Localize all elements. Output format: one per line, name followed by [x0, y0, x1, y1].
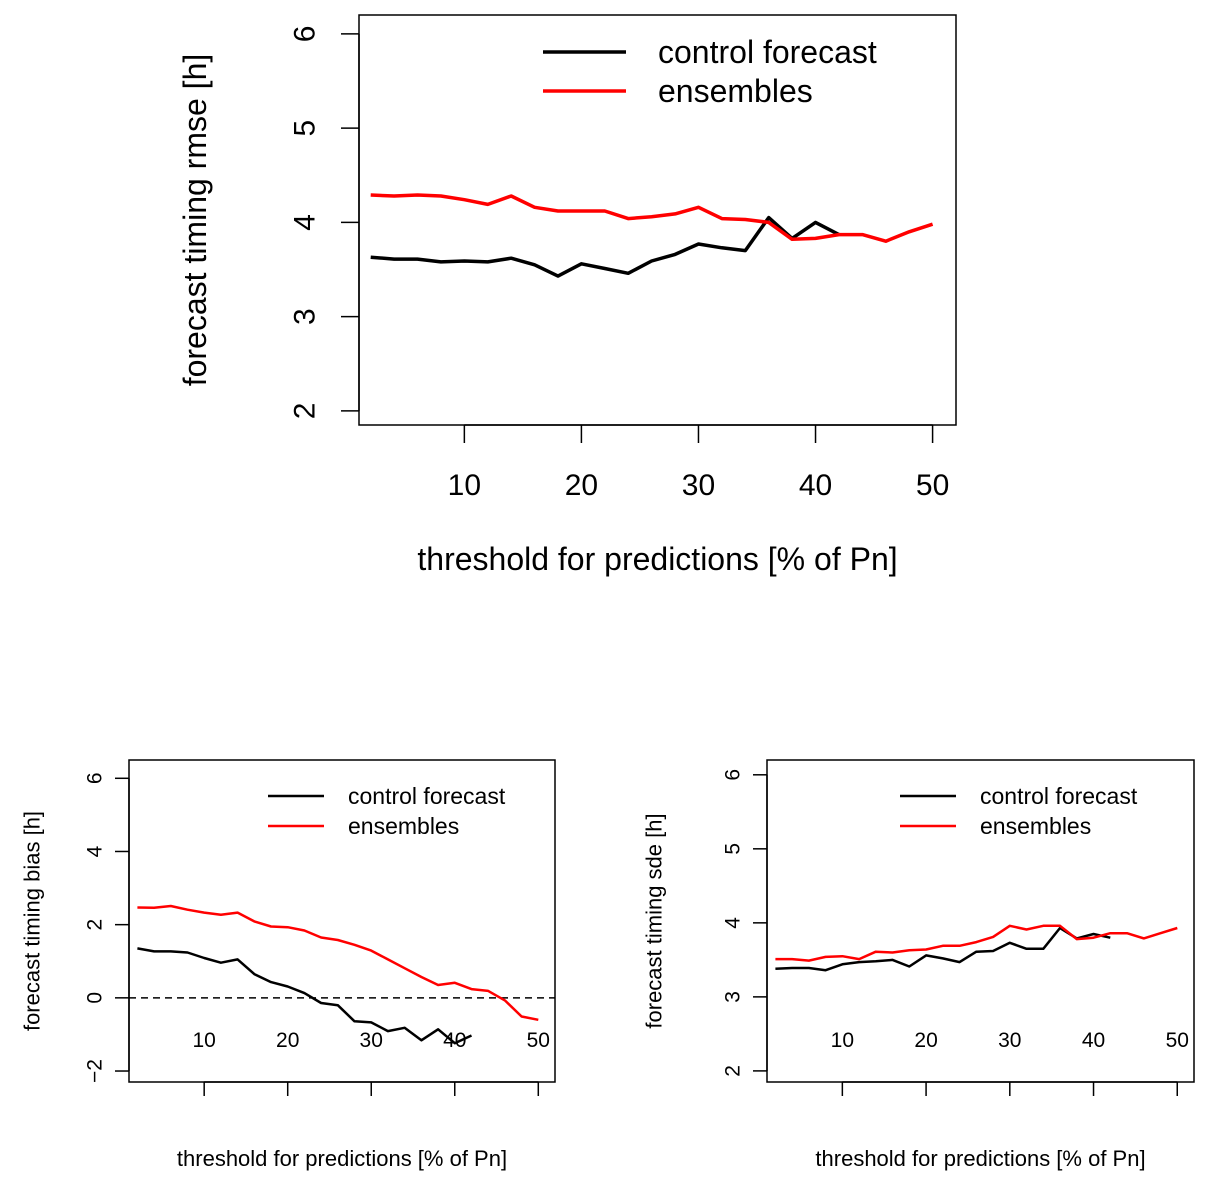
x-tick-label: 20 — [914, 1029, 937, 1052]
x-axis-label: threshold for predictions [% of Pn] — [815, 1146, 1145, 1171]
legend-label: ensembles — [348, 813, 459, 839]
y-tick-label: 6 — [84, 772, 107, 784]
legend-label: control forecast — [658, 34, 877, 70]
x-tick-label: 50 — [1166, 1029, 1189, 1052]
legend-label: ensembles — [980, 813, 1091, 839]
x-tick-label: 10 — [448, 469, 481, 502]
x-tick-label: 50 — [527, 1029, 550, 1052]
y-tick-label: 2 — [722, 1065, 745, 1077]
x-axis-label: threshold for predictions [% of Pn] — [177, 1146, 507, 1171]
y-axis-label: forecast timing sde [h] — [642, 813, 667, 1028]
y-tick-label: 2 — [289, 403, 322, 420]
y-tick-label: 4 — [722, 917, 745, 929]
y-tick-label: 4 — [289, 214, 322, 231]
y-tick-label: 0 — [84, 992, 107, 1004]
x-tick-label: 20 — [565, 469, 598, 502]
series-line-ensembles — [370, 193, 934, 243]
series-line-ensembles — [137, 904, 539, 1022]
series-line-control-forecast — [137, 947, 473, 1045]
chart-panel-2: 10 20 30 40 50 −2 0 2 4 6 threshold for prediction… — [20, 759, 556, 1171]
y-tick-label: 6 — [289, 26, 322, 43]
y-tick-label: 6 — [722, 769, 745, 781]
x-axis-label: threshold for predictions [% of Pn] — [417, 541, 897, 577]
y-axis-label: forecast timing bias [h] — [20, 811, 45, 1031]
x-tick-label: 20 — [276, 1029, 299, 1052]
legend: control forecast ensembles — [900, 783, 1138, 839]
x-tick-label: 10 — [192, 1029, 215, 1052]
x-tick-label: 30 — [360, 1029, 383, 1052]
x-tick-label: 30 — [998, 1029, 1021, 1052]
x-tick-label: 40 — [799, 469, 832, 502]
x-tick-label: 10 — [831, 1029, 854, 1052]
y-tick-label: 3 — [289, 308, 322, 325]
legend-label: ensembles — [658, 73, 813, 109]
series-line-ensembles — [775, 924, 1178, 962]
x-tick-label: 40 — [443, 1029, 466, 1052]
y-tick-label: 2 — [84, 919, 107, 931]
series-line-control-forecast — [775, 926, 1111, 972]
y-tick-label: −2 — [84, 1059, 107, 1083]
y-tick-label: 5 — [722, 843, 745, 855]
y-tick-label: 3 — [722, 991, 745, 1003]
y-tick-label: 4 — [84, 845, 107, 857]
chart-panel-1: 10 20 30 40 50 2 3 4 5 6 threshold for predictions… — [177, 14, 957, 577]
y-axis-label: forecast timing rmse [h] — [177, 54, 213, 387]
y-tick-label: 5 — [289, 120, 322, 137]
legend: control forecast ensembles — [268, 783, 506, 839]
x-tick-label: 30 — [682, 469, 715, 502]
chart-panel-3: 10 20 30 40 50 2 3 4 5 6 threshold for predictions… — [642, 759, 1195, 1171]
x-tick-label: 50 — [916, 469, 949, 502]
legend-label: control forecast — [348, 783, 506, 809]
x-tick-label: 40 — [1082, 1029, 1105, 1052]
series-line-control-forecast — [370, 215, 840, 278]
legend-label: control forecast — [980, 783, 1138, 809]
